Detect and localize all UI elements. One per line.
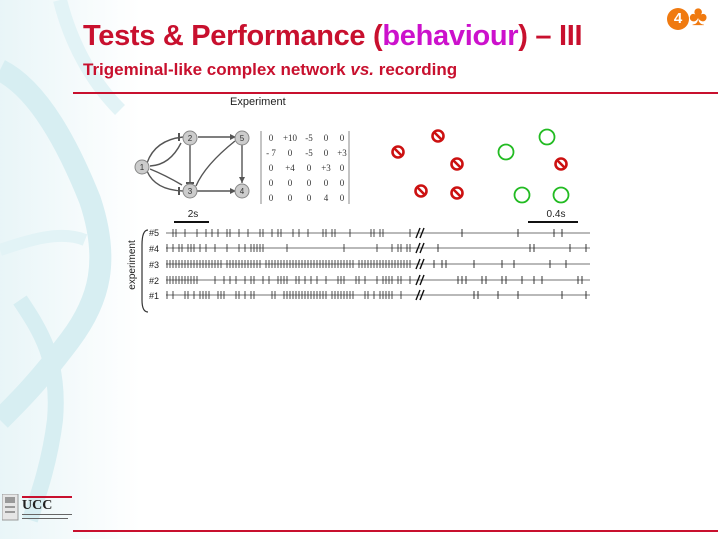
matrix-cell: 0 [288,148,293,158]
inhibitory-symbols [391,129,568,200]
trace-label-2: #2 [149,276,159,286]
network-nodes: 1 2 3 4 5 [134,130,250,199]
inhibitory-icon [450,157,464,171]
trace-break [419,274,425,286]
scale-label-right: 0.4s [547,209,566,220]
matrix-cell: 0 [269,133,274,143]
trace-break [415,289,421,301]
slide-title: Tests & Performance (behaviour) – III [83,20,583,52]
matrix-cell: 0 [288,193,293,203]
slide-number-badge: 4 [667,8,689,30]
matrix-cell: 0 [340,133,345,143]
raster-axis-label: experiment [127,240,138,290]
spike-raster [166,227,590,301]
node-3 [182,183,198,199]
trace-break [419,289,425,301]
inhibitory-icon [450,186,464,200]
excitatory-symbols [497,128,570,204]
raster-bracket [141,229,149,313]
matrix-cell: -5 [305,133,313,143]
club-icon: ♣ [689,0,708,31]
node-4 [234,183,250,199]
node-label-4: 4 [240,187,245,196]
network-graph [146,136,243,192]
node-1 [134,159,150,175]
trace-break [419,258,425,270]
matrix-cell: 0 [324,133,329,143]
trace-break [415,274,421,286]
experiment-label: Experiment [230,96,286,108]
matrix-cell: -5 [305,148,313,158]
matrix-cell: +10 [283,133,298,143]
logo-text: UCC [22,498,53,513]
matrix-cell: +3 [337,148,347,158]
matrix-cell: 0 [307,178,312,188]
trace-break [419,242,425,254]
node-label-5: 5 [240,134,245,143]
inhibitory-icon [554,157,568,171]
trace-break [415,242,421,254]
matrix-cell: 0 [324,178,329,188]
node-label-2: 2 [188,134,193,143]
matrix-cell: +3 [321,163,331,173]
excitatory-icon [552,186,570,204]
node-label-3: 3 [188,187,193,196]
header-divider [73,92,718,94]
trace-break [415,227,421,239]
trace-break [419,227,425,239]
trace-label-3: #3 [149,260,159,270]
node-2 [182,130,198,146]
excitatory-icon [513,186,531,204]
node-5 [234,130,250,146]
matrix-cell: 0 [288,178,293,188]
trace-break [415,258,421,270]
inhibitory-icon [391,145,405,159]
node-label-1: 1 [140,163,145,172]
excitatory-icon [538,128,556,146]
matrix-cell: 0 [307,193,312,203]
matrix-cell: 0 [269,193,274,203]
excitatory-icon [497,143,515,161]
matrix-cell: 0 [269,163,274,173]
matrix-cell: 0 [340,193,345,203]
connectivity-matrix: 0 +10 -5 0 0 - 7 0 -5 0 +3 0 +4 0 +3 0 0… [260,131,350,204]
matrix-cell: - 7 [266,148,276,158]
trace-label-5: #5 [149,228,159,238]
inhibitory-icon [431,129,445,143]
matrix-cell: 0 [324,148,329,158]
footer-divider [73,530,718,532]
trace-label-4: #4 [149,244,159,254]
matrix-cell: 0 [340,163,345,173]
matrix-cell: 0 [269,178,274,188]
scale-label-left: 2s [188,209,199,220]
background-decoration [0,0,140,539]
matrix-cell: +4 [285,163,295,173]
inhibitory-icon [414,184,428,198]
trace-label-1: #1 [149,291,159,301]
slide-subtitle: Trigeminal-like complex network vs. reco… [83,60,458,79]
matrix-cell: 4 [324,193,329,203]
matrix-cell: 0 [340,178,345,188]
ucc-logo [2,494,72,521]
matrix-cell: 0 [307,163,312,173]
